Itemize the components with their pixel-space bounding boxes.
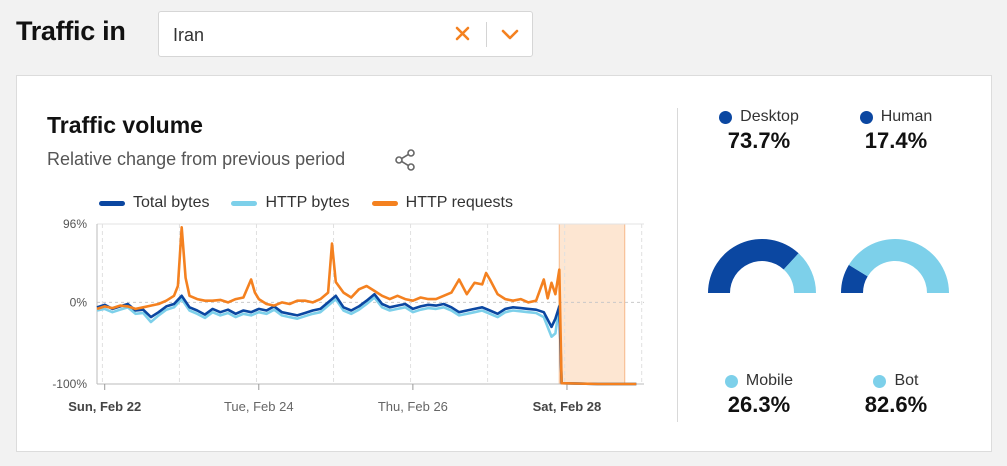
- stat-value: 73.7%: [727, 128, 791, 153]
- attack-period-highlight: [559, 224, 625, 384]
- stat-value: 82.6%: [864, 392, 928, 417]
- y-tick-label: 0%: [70, 295, 88, 309]
- gauge-segment-secondary: [783, 253, 816, 293]
- y-tick-label: -100%: [52, 377, 87, 391]
- traffic-volume-card: Traffic volume Relative change from prev…: [16, 75, 992, 452]
- legend-swatch: [99, 200, 125, 206]
- y-axis: 96% 0% -100%: [52, 217, 87, 391]
- legend-swatch: [371, 200, 398, 206]
- share-icon[interactable]: [393, 148, 417, 172]
- human-dot: [859, 110, 873, 124]
- clear-icon[interactable]: [453, 23, 473, 45]
- select-separator: [486, 22, 487, 47]
- x-tick-label: Sat, Feb 28: [533, 399, 602, 414]
- legend-total-bytes[interactable]: Total bytes: [99, 192, 209, 214]
- x-tick-label: Tue, Feb 24: [224, 399, 294, 414]
- desktop-dot: [719, 110, 733, 124]
- stat-label: Desktop: [740, 108, 799, 125]
- chart-grid: [96, 223, 644, 390]
- stat-label: Bot: [894, 372, 919, 389]
- page-title: Traffic in: [16, 16, 126, 46]
- gauge-segment-primary: [841, 264, 868, 293]
- legend-http-bytes[interactable]: HTTP bytes: [231, 192, 350, 214]
- card-subtitle: Relative change from previous period: [47, 149, 346, 169]
- series-line-http-bytes: [96, 296, 637, 386]
- chart-series: [96, 226, 637, 386]
- series-line-total-bytes: [96, 292, 637, 386]
- legend-swatch: [231, 200, 258, 206]
- stat-bot: Bot 82.6%: [841, 372, 951, 418]
- top-bar: Traffic in Iran: [0, 0, 1007, 70]
- chart-legend: Total bytes HTTP bytes HTTP requests: [99, 192, 513, 214]
- x-tick-label: Thu, Feb 26: [378, 399, 448, 414]
- stat-desktop: Desktop 73.7%: [704, 108, 814, 154]
- stat-human: Human 17.4%: [841, 108, 951, 154]
- y-tick-label: 96%: [63, 217, 87, 231]
- panel-divider: [677, 108, 678, 422]
- legend-label: HTTP bytes: [265, 194, 350, 211]
- location-select-value[interactable]: Iran: [173, 25, 205, 45]
- location-select[interactable]: Iran: [158, 11, 533, 57]
- stat-label: Mobile: [745, 372, 794, 389]
- traffic-chart[interactable]: 96% 0% -100% Sun, Feb 22 Tue, Feb 24 Thu…: [17, 216, 667, 416]
- legend-http-requests[interactable]: HTTP requests: [371, 192, 513, 214]
- legend-label: HTTP requests: [405, 194, 513, 211]
- gauge-segment-secondary: [848, 239, 949, 293]
- mobile-dot: [724, 374, 738, 388]
- stat-label: Human: [880, 108, 933, 125]
- gauge-segment-primary: [708, 239, 799, 293]
- x-axis: Sun, Feb 22 Tue, Feb 24 Thu, Feb 26 Sat,…: [68, 399, 601, 414]
- series-line-http-requests: [96, 226, 637, 386]
- stat-value: 26.3%: [727, 392, 791, 417]
- legend-label: Total bytes: [133, 194, 210, 211]
- bot-dot: [873, 374, 887, 388]
- desktop-mobile-gauge[interactable]: [707, 236, 817, 296]
- stat-value: 17.4%: [864, 128, 928, 153]
- human-bot-gauge[interactable]: [840, 236, 950, 296]
- card-title: Traffic volume: [47, 112, 203, 138]
- chevron-down-icon[interactable]: [500, 24, 520, 44]
- stat-mobile: Mobile 26.3%: [704, 372, 814, 418]
- x-tick-label: Sun, Feb 22: [68, 399, 141, 414]
